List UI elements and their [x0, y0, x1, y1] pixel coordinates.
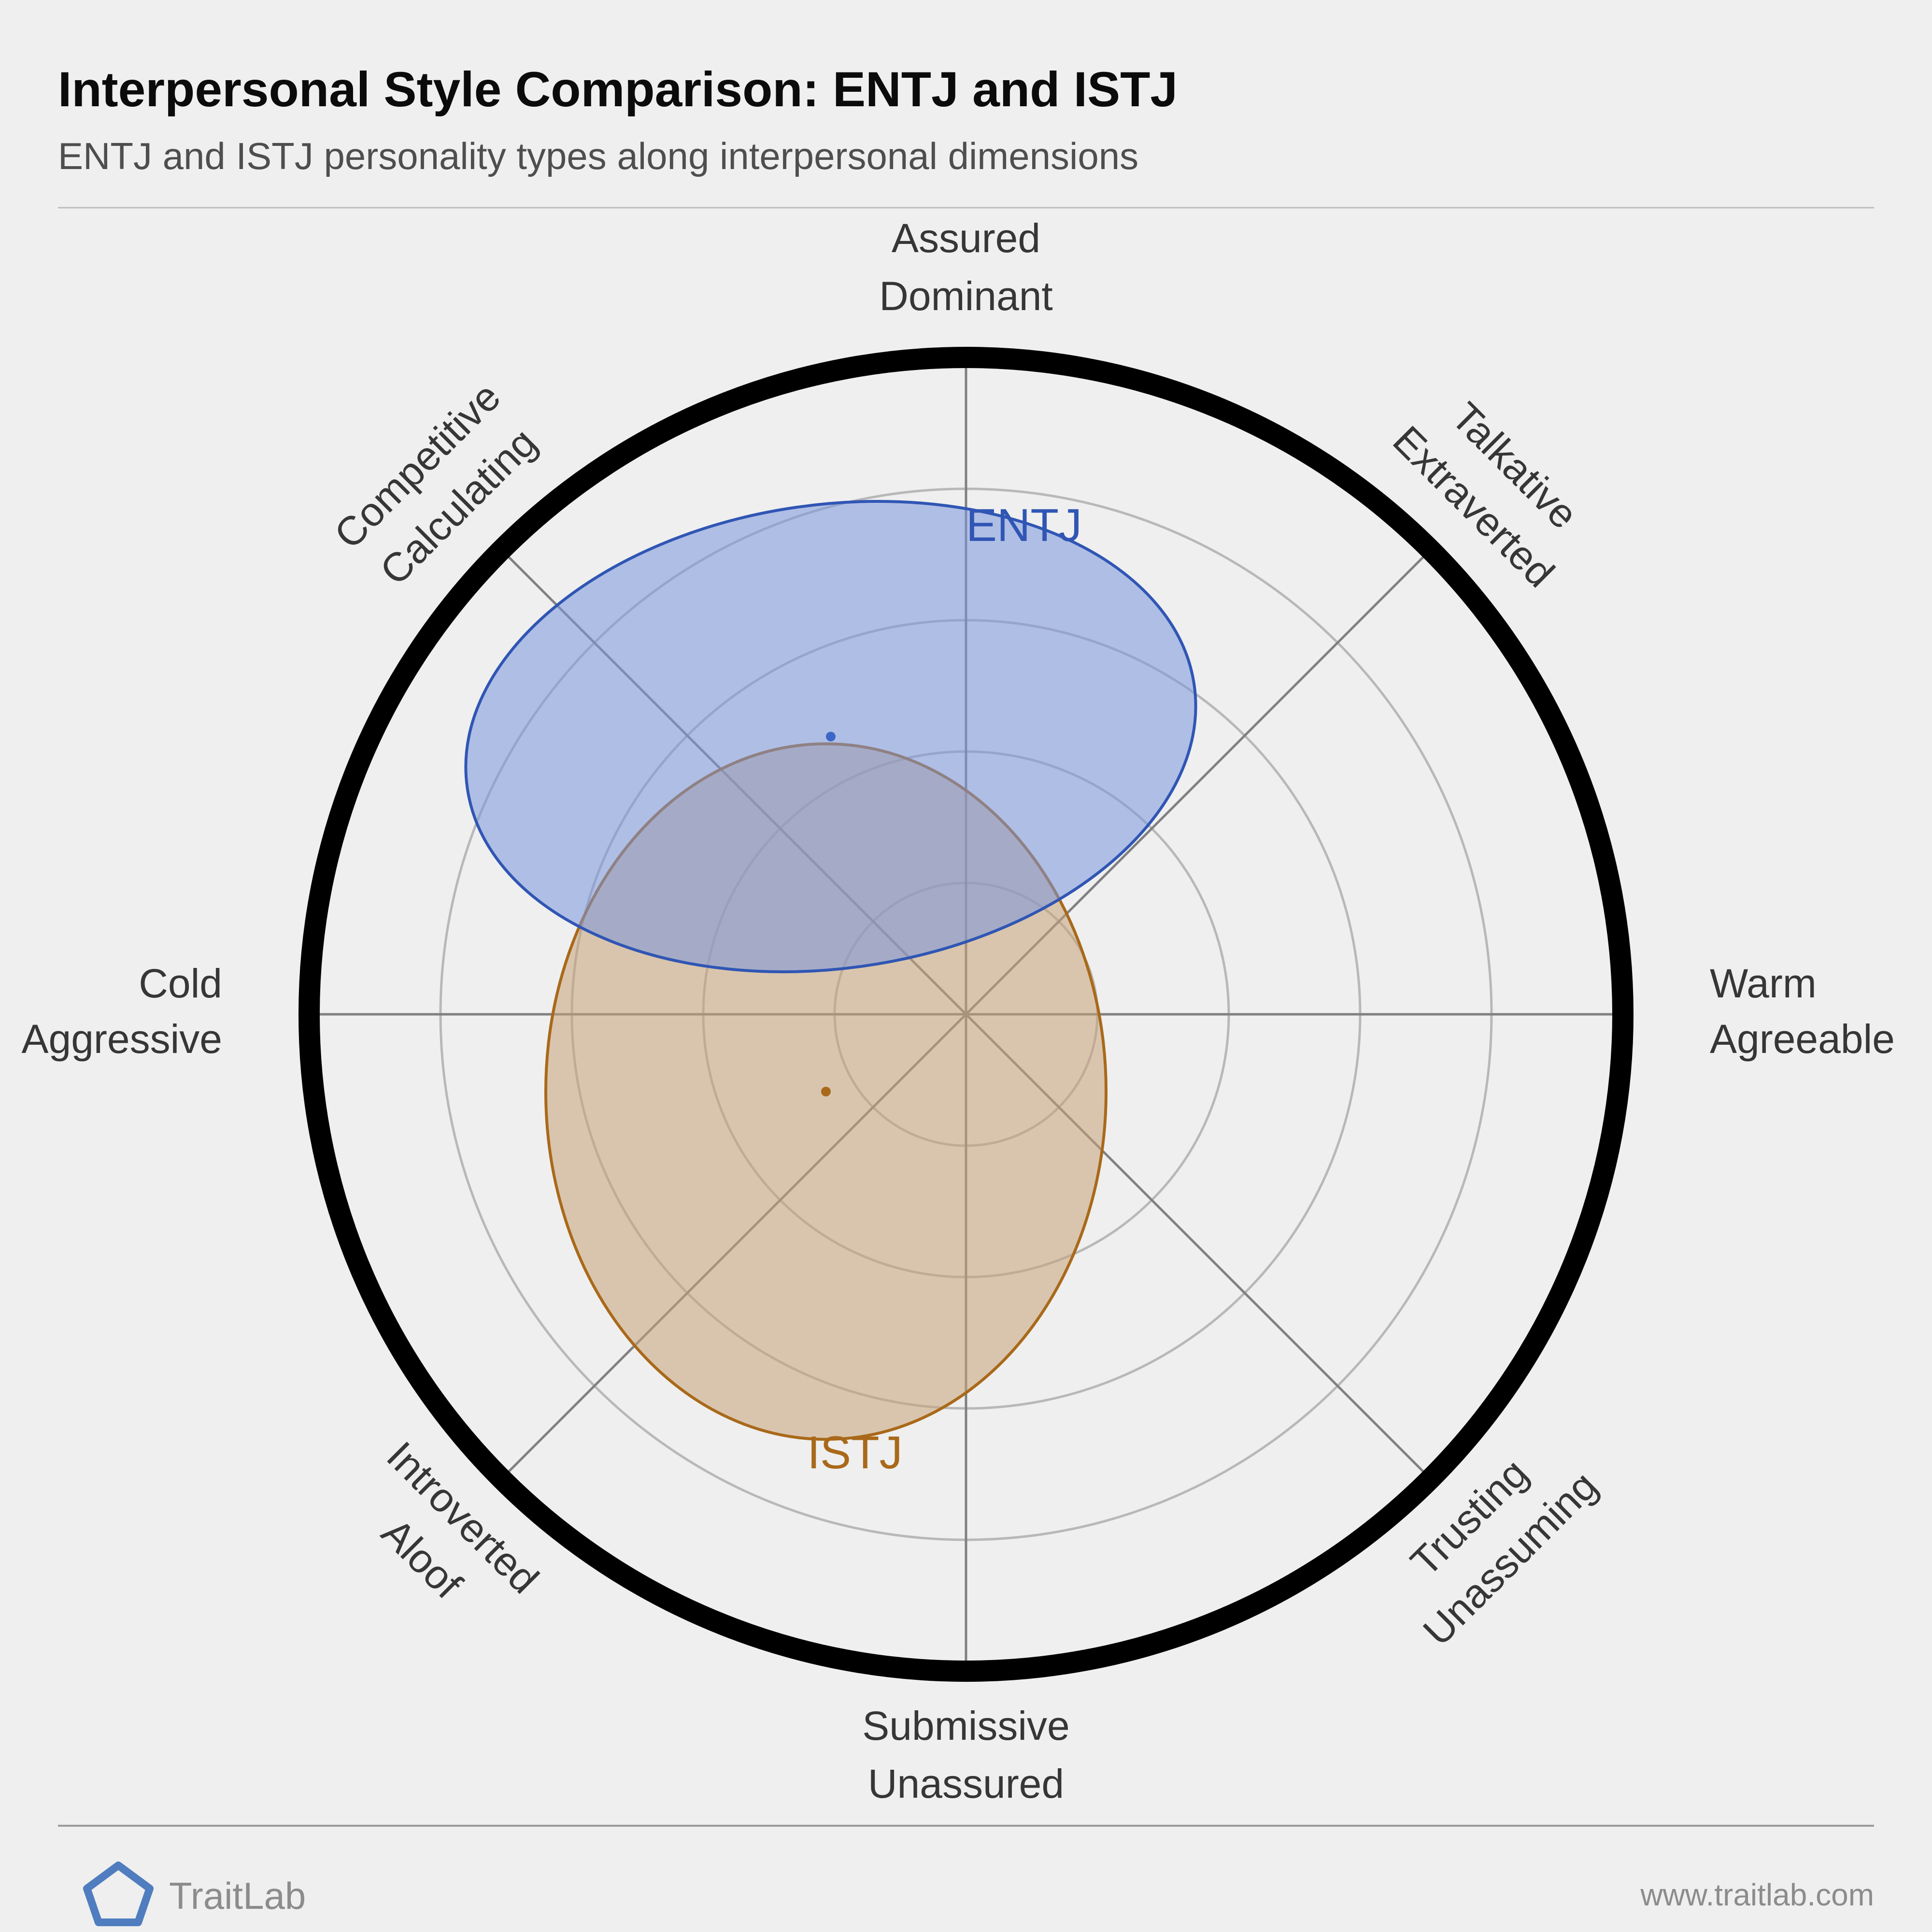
axis-label-outer: Assured [892, 215, 1040, 261]
axis-label-group: Dominant [879, 273, 1053, 319]
axis-label-group: Submissive [862, 1703, 1069, 1748]
axis-label-outer: Unassured [868, 1761, 1064, 1806]
axis-label-inner: Aggressive [21, 1016, 222, 1062]
label-entj: ENTJ [966, 499, 1082, 551]
chart-subtitle: ENTJ and ISTJ personality types along in… [58, 135, 1138, 177]
dot-istj [821, 1087, 831, 1096]
chart-title: Interpersonal Style Comparison: ENTJ and… [58, 62, 1178, 117]
axis-label-group: Unassured [868, 1761, 1064, 1806]
brand-text: TraitLab [169, 1875, 306, 1917]
chart-svg: Interpersonal Style Comparison: ENTJ and… [0, 0, 1932, 1932]
footer-url: www.traitlab.com [1640, 1877, 1874, 1912]
axis-label-inner: Submissive [862, 1703, 1069, 1748]
axis-label-inner: Agreeable [1710, 1016, 1895, 1062]
axis-label-inner: Dominant [879, 273, 1053, 319]
chart-container: Interpersonal Style Comparison: ENTJ and… [0, 0, 1932, 1932]
axis-label-group: Assured [892, 215, 1040, 261]
axis-label-outer: Warm [1710, 961, 1817, 1006]
axis-label-outer: Cold [139, 961, 222, 1006]
label-istj: ISTJ [807, 1427, 902, 1478]
dot-entj [826, 732, 836, 741]
